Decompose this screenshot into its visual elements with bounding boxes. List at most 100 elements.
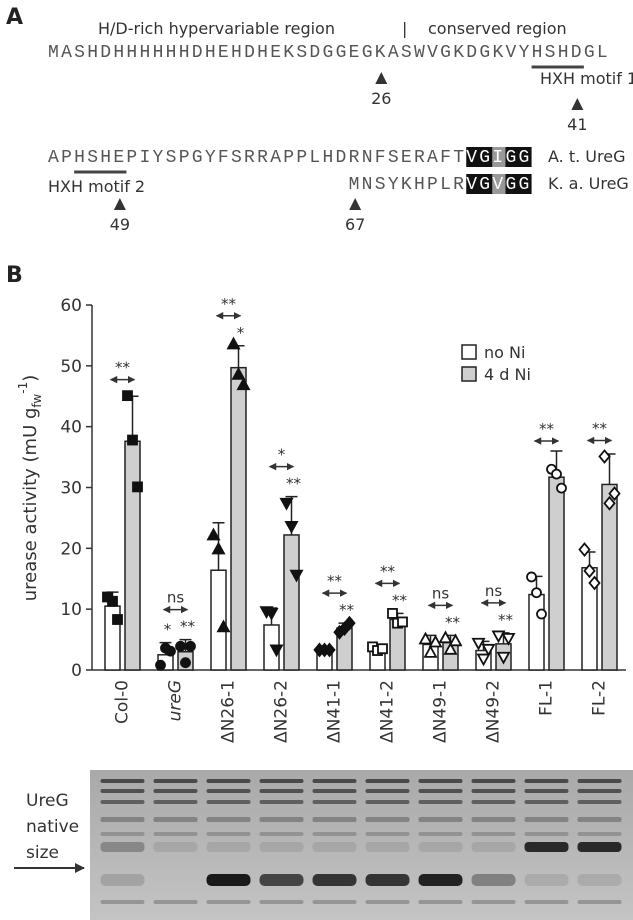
gel-band xyxy=(206,832,251,836)
site-number: 41 xyxy=(567,115,587,134)
data-point xyxy=(608,486,621,501)
gel-band xyxy=(577,789,622,793)
gel-band xyxy=(206,800,251,804)
gel-band xyxy=(153,779,198,783)
data-point xyxy=(418,631,433,645)
gel-band xyxy=(471,842,516,852)
data-point xyxy=(122,390,133,402)
gel-band xyxy=(524,817,569,822)
y-tick-label: 0 xyxy=(71,661,82,681)
gel-band xyxy=(206,817,251,822)
gel-band xyxy=(259,779,304,783)
gel-label: native xyxy=(26,817,79,837)
gel-band xyxy=(153,832,198,836)
data-point xyxy=(165,645,176,657)
gel-band xyxy=(259,874,304,886)
site-number: 67 xyxy=(345,215,365,234)
comparison-label: ns xyxy=(485,582,503,600)
x-tick-label: ΔN26-1 xyxy=(219,680,239,743)
gel-band xyxy=(206,842,251,852)
gel-band xyxy=(312,832,357,836)
sequence-segment: VG xyxy=(466,148,492,168)
gel-band xyxy=(524,800,569,804)
data-point xyxy=(387,608,398,619)
legend-swatch xyxy=(461,366,477,382)
gel-band xyxy=(153,817,198,822)
species-label: A. t. UreG xyxy=(548,147,625,166)
significance-label: ** xyxy=(180,618,196,636)
comparison-label: ** xyxy=(539,420,555,438)
gel-band xyxy=(100,779,145,783)
data-point xyxy=(526,571,537,583)
gel-band xyxy=(524,789,569,793)
y-tick-label: 20 xyxy=(60,539,82,559)
gel-band xyxy=(312,900,357,904)
residue-highlight xyxy=(492,174,506,194)
data-point xyxy=(556,482,567,494)
comparison-label: ns xyxy=(167,589,185,607)
gel-band xyxy=(259,832,304,836)
gel-band xyxy=(153,789,198,793)
data-point xyxy=(180,657,191,669)
gel-band xyxy=(153,800,198,804)
data-point xyxy=(438,630,453,644)
gel-band xyxy=(471,800,516,804)
data-point xyxy=(216,619,231,633)
gel-band xyxy=(524,900,569,904)
gel-band xyxy=(577,832,622,836)
gel-band xyxy=(312,874,357,886)
error-bar xyxy=(126,395,139,442)
significance-label: ** xyxy=(286,475,302,493)
data-point xyxy=(236,377,251,391)
x-tick-label: ΔN49-1 xyxy=(431,680,451,743)
sequence-segment: MASHDHHHHHHDHEHDHEKSDGGEGKASWVGKDGKVY xyxy=(48,43,532,63)
gel-band xyxy=(418,874,463,886)
x-tick-label: FL-1 xyxy=(537,680,557,716)
data-point xyxy=(423,644,438,658)
data-point xyxy=(289,569,304,583)
site-marker xyxy=(349,198,362,210)
gel-band xyxy=(577,900,622,904)
residue-highlight xyxy=(505,174,532,194)
data-point xyxy=(206,527,221,541)
sequence-segment: GL xyxy=(584,43,610,63)
comparison-label: ** xyxy=(221,295,237,313)
gel-band xyxy=(471,874,516,886)
data-point xyxy=(185,640,196,652)
gel-band xyxy=(206,789,251,793)
residue-highlight xyxy=(466,147,493,167)
gel-band xyxy=(471,817,516,822)
significance-label: * xyxy=(164,621,172,639)
data-point xyxy=(397,616,408,628)
y-label-sub: fw xyxy=(30,394,44,408)
x-tick-label: ΔN41-1 xyxy=(325,680,345,743)
site-number: 26 xyxy=(371,89,391,108)
x-tick-label: ΔN41-2 xyxy=(378,680,398,743)
site-marker xyxy=(571,98,584,110)
sequence-segment: GG xyxy=(505,148,531,168)
sequence-segment: GG xyxy=(505,175,531,195)
site-marker xyxy=(113,198,126,210)
legend-label: 4 d Ni xyxy=(484,365,531,384)
gel-band xyxy=(100,817,145,822)
significance-label: ** xyxy=(339,601,355,619)
data-point xyxy=(211,541,226,555)
y-tick-label: 30 xyxy=(60,479,82,499)
gel-band xyxy=(153,842,198,852)
significance-label: * xyxy=(237,324,245,342)
gel-band xyxy=(577,842,622,852)
data-point xyxy=(583,563,596,579)
motif-label: HXH motif 2 xyxy=(48,177,145,196)
residue-highlight xyxy=(505,147,532,167)
residue-highlight xyxy=(466,174,493,194)
gel-band xyxy=(365,832,410,836)
gel-band xyxy=(259,800,304,804)
gel-band xyxy=(418,779,463,783)
sequence-segment: I xyxy=(492,148,505,168)
bar xyxy=(230,366,247,671)
gel-band xyxy=(312,779,357,783)
gel-band xyxy=(418,789,463,793)
gel-band xyxy=(418,800,463,804)
gel-band xyxy=(365,779,410,783)
